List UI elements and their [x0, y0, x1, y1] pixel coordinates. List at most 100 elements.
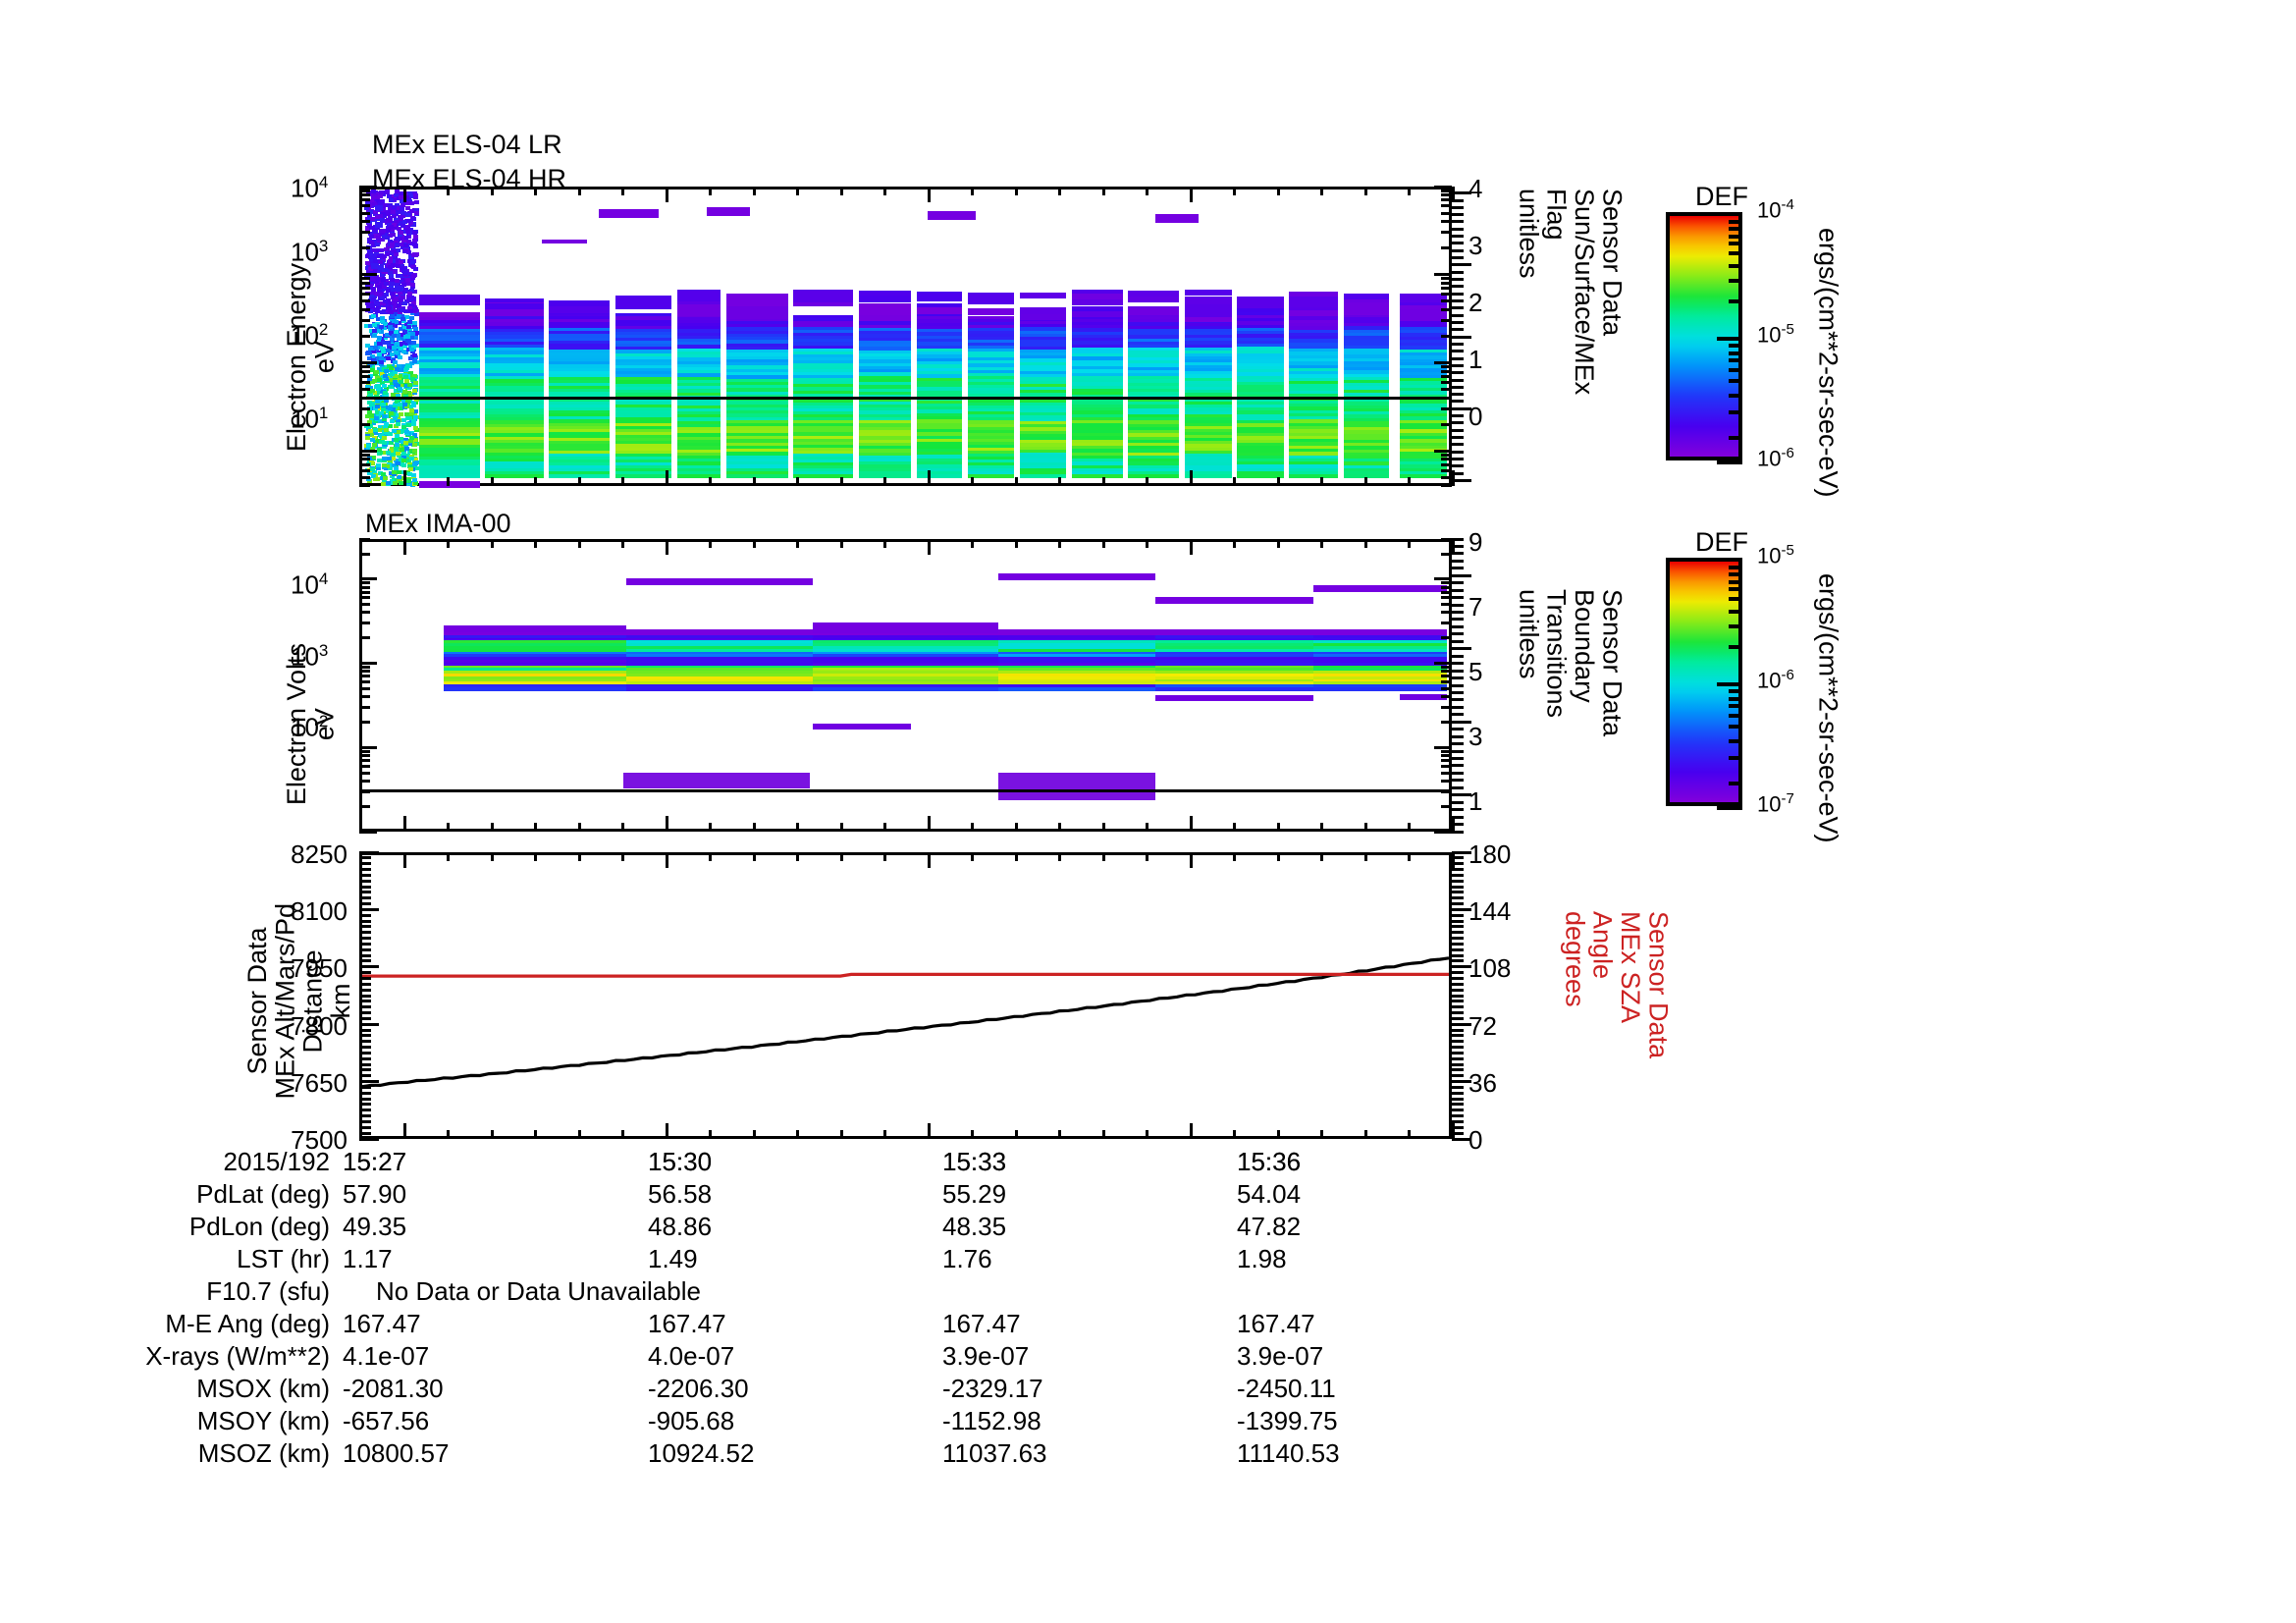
spectrogram-cell: [485, 398, 544, 403]
panel2-ytick: [359, 603, 370, 607]
table-cell-value: 167.47: [1237, 1309, 1315, 1338]
spectrogram-pixel: [370, 263, 379, 270]
spectrogram-cell: [967, 381, 1015, 386]
spectrogram-pixel: [394, 193, 400, 198]
spectrogram-cell: [725, 404, 788, 408]
spectrogram-pixel: [364, 227, 370, 232]
colorbar-tick: [1729, 251, 1742, 256]
spectrogram-cell: [677, 370, 721, 375]
spectrogram-cell: [444, 665, 626, 670]
panel2-xtick: [1189, 816, 1193, 832]
spectrogram-cell: [1184, 419, 1232, 424]
spectrogram-pixel: [396, 333, 401, 338]
panel3-xtick: [1408, 1130, 1412, 1139]
panel2-plot-area[interactable]: [359, 539, 1452, 832]
spectrogram-cell: [997, 687, 1156, 691]
spectrogram-cell: [1343, 370, 1390, 375]
spectrogram-cell: [1400, 426, 1447, 431]
spectrogram-cell: [997, 640, 1156, 644]
spectrogram-cell: [858, 407, 912, 412]
spectrogram-cell: [1400, 413, 1447, 418]
spectrogram-bar: [1184, 303, 1232, 318]
panel1-right-ytick: [1452, 350, 1464, 353]
spectrogram-cell: [1289, 329, 1339, 334]
spectrogram-cell: [967, 403, 1015, 407]
panel3-right-ytick: [1452, 925, 1464, 929]
spectrogram-pixel: [369, 460, 375, 464]
spectrogram-cell: [677, 351, 721, 356]
spectrogram-cell: [549, 343, 611, 348]
spectrogram-cell: [967, 441, 1015, 446]
spectrogram-cell: [1019, 464, 1067, 469]
spectrogram-cell: [614, 361, 672, 366]
spectrogram-pixel: [409, 208, 415, 213]
spectrogram-cell: [793, 405, 854, 409]
spectrogram-bar: [1289, 291, 1339, 297]
spectrogram-cell: [1128, 345, 1180, 350]
spectrogram-pixel: [369, 294, 375, 298]
spectrogram-cell: [1184, 352, 1232, 357]
panel3-xtick: [1320, 852, 1324, 861]
spectrogram-cell: [485, 423, 544, 428]
spectrogram-bar: [1019, 306, 1067, 315]
spectrogram-pixel: [385, 379, 391, 384]
panel2-right-ytick: [1452, 785, 1464, 789]
spectrogram-cell: [916, 335, 963, 340]
spectrogram-cell: [967, 387, 1015, 392]
spectrogram-cell: [858, 362, 912, 367]
panel1-xtick: [927, 187, 931, 202]
panel2-ytick: [1441, 581, 1452, 585]
spectrogram-pixel: [390, 329, 396, 334]
spectrogram-pixel: [369, 363, 375, 368]
spectrogram-pixel: [372, 269, 378, 274]
panel3-ytick: [359, 873, 371, 877]
spectrogram-cell: [916, 361, 963, 366]
spectrogram-pixel: [369, 303, 375, 308]
panel2-ytick: [1441, 720, 1452, 724]
spectrogram-cell: [1071, 366, 1123, 371]
spectrogram-cell: [1237, 340, 1284, 346]
spectrogram-cell: [1128, 335, 1180, 340]
spectrogram-pixel: [388, 207, 394, 212]
panel2-right-ytick: [1452, 742, 1464, 746]
panel1-right-ytick: [1452, 436, 1464, 440]
panel1-xtick: [1452, 470, 1455, 486]
panel2-xtick: [1101, 539, 1105, 548]
spectrogram-pixel: [405, 324, 411, 329]
spectrogram-pixel: [399, 342, 404, 347]
spectrogram-cell: [725, 381, 788, 386]
panel1-plot-area[interactable]: [359, 187, 1452, 488]
panel2-xtick: [1014, 823, 1018, 832]
spectrogram-cell: [967, 360, 1015, 365]
panel1-ytick: [1434, 185, 1452, 189]
panel3-ytick: [359, 1000, 371, 1003]
spectrogram-bar: [1071, 289, 1123, 297]
panel3-xtick: [621, 852, 625, 861]
table-cell-value: 11140.53: [1237, 1438, 1340, 1468]
spectrogram-cell: [793, 444, 854, 449]
spectrogram-cell: [997, 681, 1156, 685]
panel2-ytick: [359, 779, 370, 783]
panel3-ytick-8250: 8250: [291, 839, 347, 869]
spectrogram-cell: [916, 387, 963, 392]
spectrogram-cell: [1184, 474, 1232, 479]
spectrogram-pixel: [411, 290, 417, 295]
spectrogram-pixel: [388, 432, 394, 437]
panel3-xtick: [534, 1130, 538, 1139]
panel1-right-ytick: [1452, 414, 1464, 418]
spectrogram-pixel: [409, 408, 415, 413]
spectrogram-cell: [997, 674, 1156, 677]
spectrogram-pixel: [385, 210, 391, 215]
panel3-xtick: [490, 1130, 494, 1139]
spectrogram-cell: [1071, 308, 1123, 314]
spectrogram-cell: [485, 455, 544, 460]
spectrogram-cell: [418, 341, 480, 346]
spectrogram-pixel: [377, 390, 383, 395]
cbtick-exponent: -5: [1781, 542, 1794, 559]
panel3-plot-area[interactable]: [359, 852, 1452, 1139]
spectrogram-pixel: [395, 202, 400, 207]
spectrogram-cell: [418, 326, 480, 331]
spectrogram-cell: [725, 388, 788, 393]
panel1-ytick: [1441, 334, 1452, 338]
spectrogram-cell: [813, 662, 998, 667]
